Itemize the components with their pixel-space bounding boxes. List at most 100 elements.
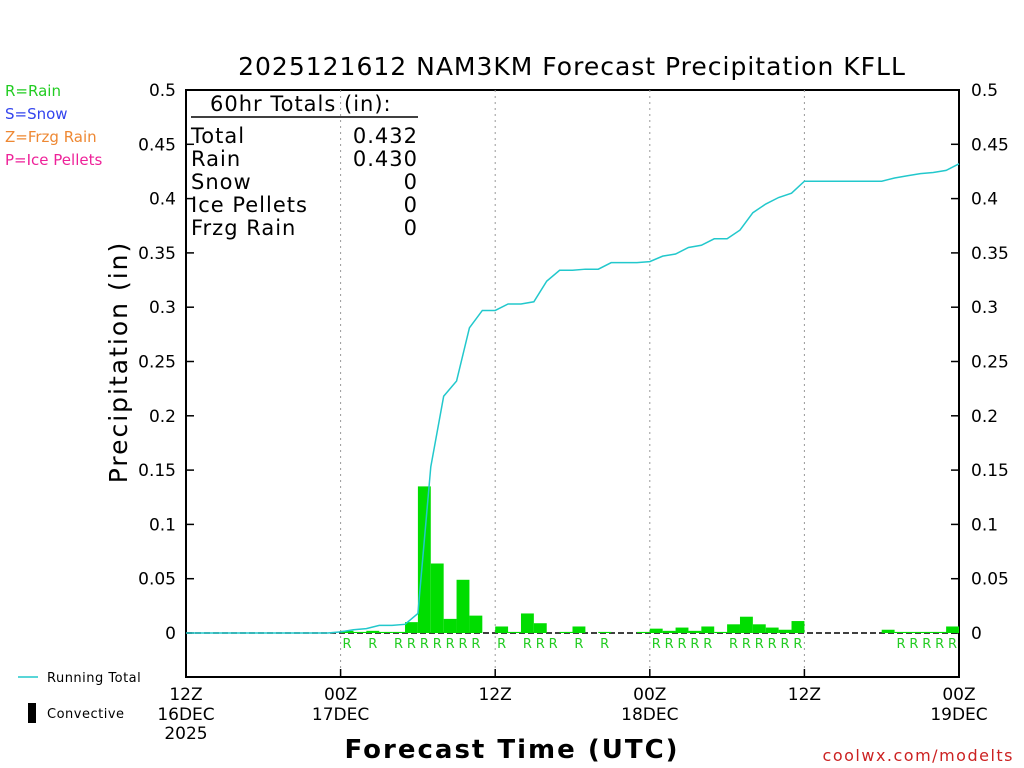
precip-type-marker: R bbox=[343, 637, 352, 652]
y-tick-label-right: 0.3 bbox=[971, 298, 998, 318]
precip-bar bbox=[791, 621, 805, 633]
precip-type-key: R=Rain bbox=[5, 82, 61, 100]
y-tick-label-left: 0.3 bbox=[149, 298, 176, 318]
legend: Running Total Convective bbox=[18, 671, 141, 723]
precip-type-marker: R bbox=[729, 637, 738, 652]
precip-bar bbox=[533, 623, 547, 633]
precip-bar bbox=[430, 563, 444, 633]
precip-type-marker: R bbox=[781, 637, 790, 652]
totals-box: 60hr Totals (in): Total 0.432 Rain 0.430 Sno… bbox=[190, 92, 418, 240]
precip-type-marker: R bbox=[394, 637, 403, 652]
y-axis-right: 0.5 0.45 0.4 0.35 0.3 0.25 0.2 0.15 0.1 0.05 0 bbox=[951, 81, 1009, 644]
y-axis-left: 0.5 0.45 0.4 0.35 0.3 0.25 0.2 0.15 0.1 0.05 0 bbox=[138, 81, 194, 644]
precip-bar bbox=[598, 631, 612, 633]
precip-bar bbox=[752, 624, 766, 633]
totals-row-label: Ice Pellets bbox=[191, 193, 308, 217]
y-tick-label-left: 0.05 bbox=[138, 570, 176, 590]
precip-type-key: P=Ice Pellets bbox=[5, 151, 102, 169]
y-axis-label: Precipitation (in) bbox=[104, 241, 133, 484]
precip-bar bbox=[469, 615, 483, 633]
precip-bar bbox=[636, 631, 650, 633]
y-tick-label-right: 0.35 bbox=[971, 244, 1009, 264]
precip-type-marker: R bbox=[690, 637, 699, 652]
x-tick-label: 00Z bbox=[324, 685, 357, 705]
precip-type-marker: R bbox=[755, 637, 764, 652]
y-tick-label-left: 0.15 bbox=[138, 461, 176, 481]
precip-bar bbox=[392, 631, 406, 633]
precip-type-marker: R bbox=[665, 637, 674, 652]
totals-row-value: 0.432 bbox=[353, 124, 418, 148]
precip-bar bbox=[417, 486, 431, 633]
precip-type-marker: R bbox=[433, 637, 442, 652]
precip-bar bbox=[778, 629, 792, 633]
hourly-precip-bars bbox=[340, 486, 959, 633]
precip-type-marker: R bbox=[446, 637, 455, 652]
precip-bar bbox=[714, 631, 728, 633]
precip-bar bbox=[701, 626, 715, 633]
precip-bar bbox=[379, 631, 393, 633]
y-tick-label-left: 0.35 bbox=[138, 244, 176, 264]
precip-type-key: Z=Frzg Rain bbox=[5, 128, 97, 146]
y-tick-label-right: 0.4 bbox=[971, 190, 998, 210]
precip-bar bbox=[727, 624, 740, 633]
precip-bar bbox=[881, 629, 895, 633]
legend-convective-label: Convective bbox=[47, 707, 125, 722]
x-tick-label: 12Z bbox=[479, 685, 512, 705]
y-tick-label-right: 0.05 bbox=[971, 570, 1009, 590]
precip-type-marker: R bbox=[793, 637, 802, 652]
precip-bar bbox=[688, 630, 702, 633]
gridlines bbox=[340, 90, 805, 677]
precip-bar bbox=[559, 631, 573, 633]
precip-bar bbox=[739, 616, 753, 633]
precip-bar bbox=[495, 626, 509, 633]
x-tick-year: 2025 bbox=[164, 724, 207, 744]
y-tick-label-right: 0.25 bbox=[971, 353, 1009, 373]
x-tick-label: 00Z bbox=[633, 685, 666, 705]
precip-bar bbox=[572, 626, 586, 633]
precip-type-marker: R bbox=[948, 637, 957, 652]
totals-row-label: Rain bbox=[191, 147, 241, 171]
precip-type-marker: R bbox=[574, 637, 583, 652]
y-tick-label-left: 0 bbox=[165, 624, 176, 644]
precip-type-key: S=Snow bbox=[5, 105, 68, 123]
precip-bar bbox=[907, 631, 921, 633]
totals-row-label: Frzg Rain bbox=[191, 216, 296, 240]
totals-header: 60hr Totals (in): bbox=[210, 92, 392, 116]
x-tick-date: 16DEC bbox=[157, 705, 214, 725]
legend-running-total-label: Running Total bbox=[47, 671, 141, 686]
precip-type-marker: R bbox=[677, 637, 686, 652]
precip-type-marker: R bbox=[909, 637, 918, 652]
precip-bar bbox=[675, 627, 689, 633]
precip-type-marker: R bbox=[407, 637, 416, 652]
chart-title: 2025121612 NAM3KM Forecast Precipitation… bbox=[238, 52, 906, 81]
precip-bar bbox=[508, 631, 521, 633]
y-tick-label-right: 0.15 bbox=[971, 461, 1009, 481]
precip-bar bbox=[920, 631, 934, 633]
precip-type-marker: R bbox=[768, 637, 777, 652]
precip-bar bbox=[946, 626, 959, 633]
precip-bar bbox=[933, 631, 947, 633]
y-tick-label-left: 0.2 bbox=[149, 407, 176, 427]
running-total-series bbox=[186, 163, 960, 634]
totals-row-value: 0 bbox=[404, 170, 418, 194]
y-tick-label-right: 0 bbox=[971, 624, 982, 644]
y-tick-label-left: 0.45 bbox=[138, 135, 176, 155]
precip-bar bbox=[520, 613, 534, 633]
y-tick-label-left: 0.5 bbox=[149, 81, 176, 101]
precip-type-marker: R bbox=[420, 637, 429, 652]
precip-type-marker: R bbox=[523, 637, 532, 652]
precip-type-marker: R bbox=[471, 637, 480, 652]
totals-row-value: 0.430 bbox=[353, 147, 418, 171]
precip-type-marker: R bbox=[652, 637, 661, 652]
precip-bar bbox=[765, 627, 779, 633]
totals-row-value: 0 bbox=[404, 193, 418, 217]
precip-type-marker: R bbox=[458, 637, 467, 652]
x-axis-label: Forecast Time (UTC) bbox=[344, 735, 679, 765]
precip-type-marker: R bbox=[935, 637, 944, 652]
totals-row-label: Total bbox=[190, 124, 245, 148]
precip-type-marker: R bbox=[368, 637, 377, 652]
totals-row-label: Snow bbox=[191, 170, 252, 194]
